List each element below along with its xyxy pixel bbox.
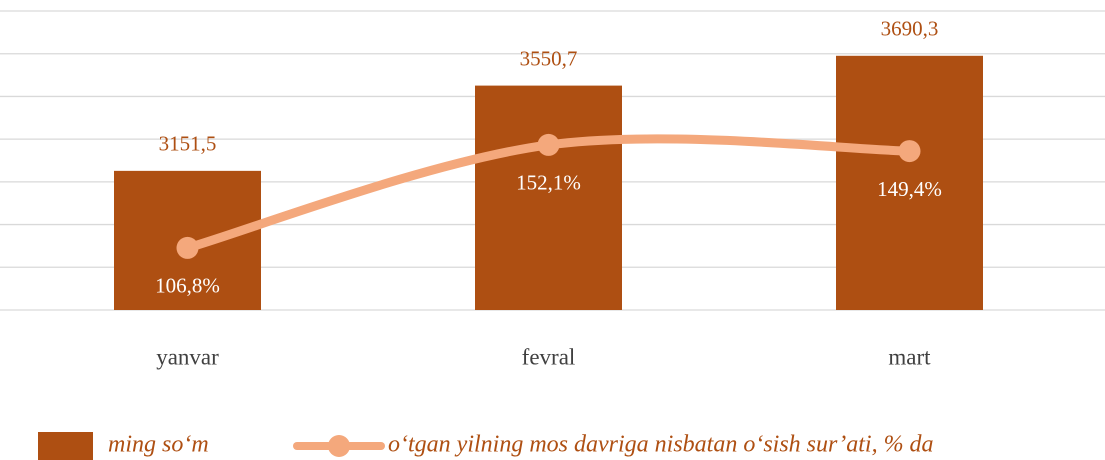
bar-value-label: 3690,3 [881,17,939,41]
x-tick-label: yanvar [156,344,219,369]
line-value-label: 149,4% [877,177,942,201]
x-tick-label: mart [888,344,931,369]
line-marker [537,133,560,156]
legend-marker [328,435,350,457]
bar [836,55,983,311]
legend-swatch [38,432,93,460]
legend-label: ming so‘m [108,432,209,458]
line-value-label: 106,8% [155,274,220,298]
bar-value-label: 3550,7 [520,46,578,70]
bar-value-label: 3151,5 [159,132,217,156]
line-marker [176,236,199,259]
line-value-label: 152,1% [516,171,581,195]
bar [475,85,622,311]
x-tick-label: fevral [522,344,576,369]
legend-label: o‘tgan yilning mos davriga nisbatan o‘si… [388,432,934,458]
line-marker [898,140,921,163]
